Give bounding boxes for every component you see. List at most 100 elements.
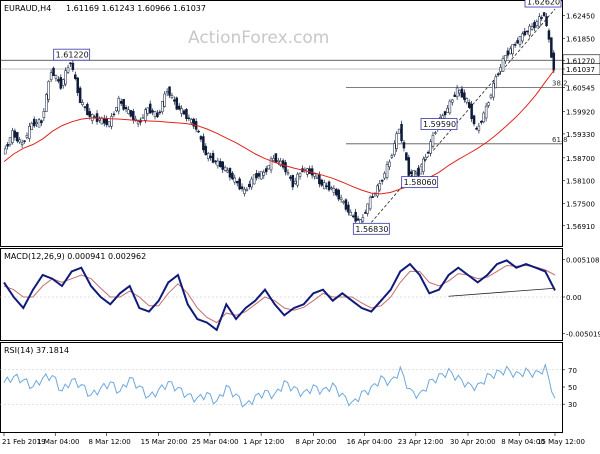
candle-body [231, 172, 234, 180]
x-tick-label: 25 Mar 04:00 [192, 438, 239, 446]
x-tick-label: 30 Apr 20:00 [450, 438, 496, 446]
candle-body [40, 120, 43, 124]
candle-body [315, 176, 319, 179]
candle-body [487, 102, 490, 106]
x-tick-label: 23 Apr 12:00 [398, 438, 444, 446]
candle-body [289, 176, 292, 179]
candle-body [132, 111, 135, 121]
candle-body [540, 17, 543, 19]
candle-body [426, 151, 430, 154]
candle-body [458, 90, 461, 94]
candle-body [255, 173, 258, 179]
candle-body [453, 94, 456, 97]
candle-body [463, 92, 466, 100]
candle-body [146, 107, 150, 114]
rsi-tick-label: 50 [568, 384, 577, 392]
candle-body [100, 118, 104, 125]
candle-body [409, 171, 413, 175]
candle-body [66, 67, 70, 73]
candle-body [332, 188, 336, 193]
candle-body [308, 168, 311, 174]
candle-body [257, 173, 261, 177]
macd-layer: 0.005108 0.00 -0.005019 [0, 257, 600, 339]
candle-body [272, 158, 275, 161]
candle-body [206, 152, 210, 159]
candle-body [228, 167, 232, 178]
x-tick-label: 8 Apr 20:00 [295, 438, 336, 446]
candle-body [98, 118, 101, 121]
candle-body [119, 101, 123, 104]
candle-body [523, 31, 527, 36]
price-annotation-box [352, 222, 390, 235]
candle-body [59, 77, 63, 89]
candle-body [451, 99, 454, 103]
candle-body [547, 30, 551, 40]
x-tick-label: 21 Feb 2019 [2, 438, 46, 446]
candle-body [37, 119, 41, 128]
candle-body [320, 179, 324, 186]
candle-body [291, 175, 295, 188]
candle-body [385, 164, 389, 178]
candle-body [105, 118, 108, 126]
candle-body [482, 112, 485, 123]
candle-body [78, 87, 82, 103]
x-tick-label: 8 May 04:00 [501, 438, 545, 446]
candle-body [484, 105, 488, 119]
price-tick-label: 1.61850 [566, 35, 595, 43]
candle-body [313, 173, 316, 177]
price-panel-frame [0, 0, 563, 247]
candle-body [455, 87, 459, 98]
candle-body [344, 199, 348, 210]
candle-body [69, 62, 72, 65]
candle-body [187, 117, 191, 120]
candle-body [52, 67, 55, 77]
candle-body [32, 118, 36, 127]
candle-body [199, 136, 203, 140]
candle-body [28, 126, 31, 139]
candle-body [325, 185, 328, 188]
price-tick-label: 1.61270 [566, 57, 595, 65]
candle-body [61, 79, 65, 86]
price-tick-label: 1.58100 [566, 178, 595, 186]
price-tick-label: 1.56910 [566, 223, 595, 231]
candle-body [390, 155, 394, 158]
price-tick-label: 1.62450 [566, 12, 595, 20]
candle-body [380, 179, 384, 182]
candle-body [30, 123, 34, 130]
candle-body [245, 188, 249, 191]
candle-body [269, 158, 273, 171]
candle-body [180, 108, 183, 114]
price-annotation-box [420, 118, 458, 130]
macd-tick-label: -0.005019 [566, 331, 600, 339]
candle-body [86, 103, 89, 116]
candle-body [267, 165, 270, 170]
candle-body [158, 111, 162, 114]
macd-line [3, 259, 556, 332]
candle-body [530, 26, 534, 30]
candle-body [250, 178, 253, 188]
x-tick-label: 8 Mar 12:00 [88, 438, 130, 446]
candle-body [279, 161, 282, 166]
candle-body [419, 166, 423, 175]
candle-body [260, 171, 263, 180]
candle-body [538, 16, 541, 27]
candle-body [129, 110, 133, 117]
candle-body [219, 161, 222, 167]
candle-body [448, 100, 452, 114]
candle-body [364, 212, 367, 214]
price-tick-label: 1.60545 [566, 85, 595, 93]
candle-body [472, 115, 476, 125]
rsi-panel-frame [0, 342, 563, 433]
candle-body [88, 111, 92, 117]
candle-body [528, 25, 531, 36]
candle-body [148, 103, 152, 114]
candle-body [163, 93, 166, 107]
candle-body [395, 133, 398, 149]
candle-body [110, 116, 113, 127]
candle-body [262, 171, 266, 176]
candle-body [492, 83, 495, 98]
candle-body [185, 109, 188, 119]
candle-body [400, 123, 403, 142]
candle-body [429, 141, 432, 154]
